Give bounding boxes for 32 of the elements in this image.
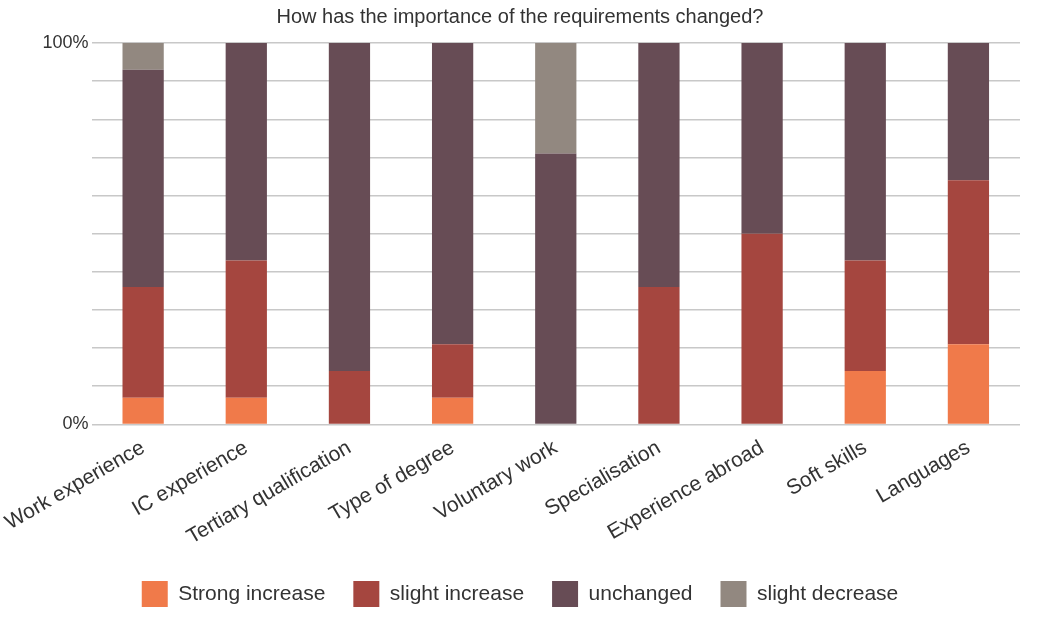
y-tick-label: 0%	[62, 413, 89, 434]
legend-label: slight increase	[389, 580, 525, 604]
legend-label: unchanged	[588, 580, 693, 604]
bar	[741, 43, 783, 234]
bar	[122, 43, 164, 70]
bar	[844, 260, 886, 371]
legend-label: slight decrease	[757, 580, 899, 604]
x-tick-label: Soft skills	[781, 434, 871, 500]
y-tick-label: 100%	[42, 31, 89, 52]
bar	[225, 397, 267, 424]
legend-label: Strong increase	[178, 580, 326, 604]
chart-title: How has the importance of the requirements changed?	[276, 4, 764, 27]
bar	[225, 43, 267, 261]
bar	[947, 344, 990, 424]
bar	[844, 43, 886, 261]
bar	[431, 344, 474, 398]
bar	[741, 233, 783, 424]
bar	[225, 260, 267, 398]
bar	[122, 397, 164, 424]
bar	[122, 287, 164, 398]
bar	[638, 287, 680, 424]
bar	[431, 397, 474, 424]
bar	[535, 153, 577, 424]
bar	[122, 69, 164, 288]
bar	[947, 43, 990, 181]
bar	[431, 43, 474, 345]
bar	[844, 370, 886, 424]
bar	[328, 43, 371, 371]
bar	[638, 43, 680, 288]
bar	[535, 43, 577, 154]
bar	[328, 370, 371, 424]
bar	[947, 180, 990, 345]
